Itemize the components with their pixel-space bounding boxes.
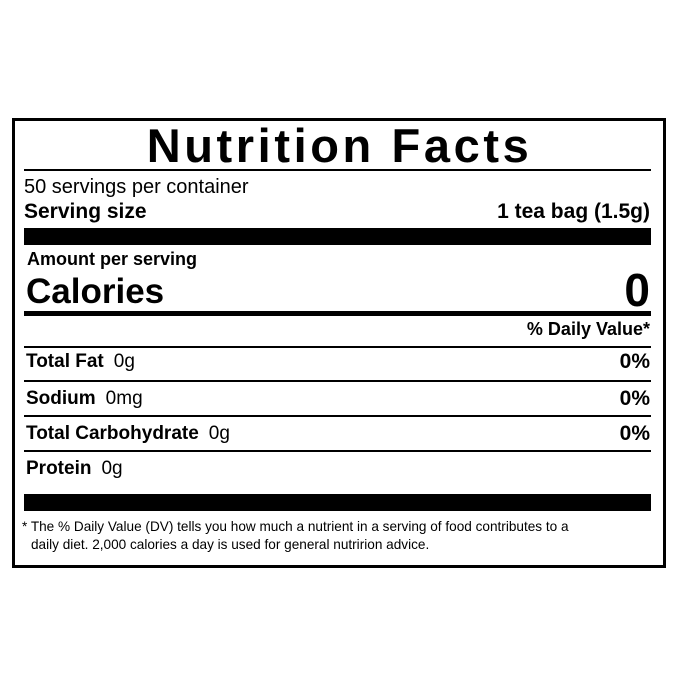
row-divider <box>24 415 651 417</box>
nutrient-amount: 0g <box>208 423 230 444</box>
nutrient-amount: 0g <box>113 351 135 372</box>
row-divider <box>24 450 651 452</box>
calories-value: 0 <box>624 264 650 316</box>
servings-per-container: 50 servings per container <box>24 176 249 198</box>
serving-size-label: Serving size <box>24 200 147 223</box>
nutrient-amount: 0g <box>101 458 123 479</box>
nutrient-row-total-fat: Total Fat 0g <box>26 350 135 374</box>
row-divider <box>24 346 651 348</box>
nutrient-name: Protein <box>26 458 92 479</box>
daily-value-header: % Daily Value* <box>526 319 650 339</box>
nutrient-dv: 0% <box>619 350 650 373</box>
serving-size-value: 1 tea bag (1.5g) <box>497 200 650 223</box>
medium-divider <box>24 311 651 316</box>
nutrition-facts-panel <box>12 118 666 568</box>
nutrient-row-total-carbohydrate: Total Carbohydrate 0g <box>26 422 230 446</box>
nutrient-name: Total Carbohydrate <box>26 423 199 444</box>
footnote-line-1: * The % Daily Value (DV) tells you how m… <box>22 519 569 534</box>
nutrient-name: Sodium <box>26 388 96 409</box>
nutrient-row-sodium: Sodium 0mg <box>26 387 143 411</box>
nutrient-dv: 0% <box>619 387 650 410</box>
thick-divider <box>24 228 651 245</box>
row-divider <box>24 380 651 382</box>
nutrient-dv: 0% <box>619 422 650 445</box>
label-title: Nutrition Facts <box>146 119 533 172</box>
nutrient-row-protein: Protein 0g <box>26 457 123 481</box>
nutrient-name: Total Fat <box>26 351 104 372</box>
amount-per-serving: Amount per serving <box>27 249 198 269</box>
thick-divider <box>24 494 651 511</box>
calories-label: Calories <box>26 272 165 311</box>
nutrient-amount: 0mg <box>105 388 143 409</box>
footnote-line-2: daily diet. 2,000 calories a day is used… <box>31 537 430 552</box>
title-divider <box>24 169 651 171</box>
